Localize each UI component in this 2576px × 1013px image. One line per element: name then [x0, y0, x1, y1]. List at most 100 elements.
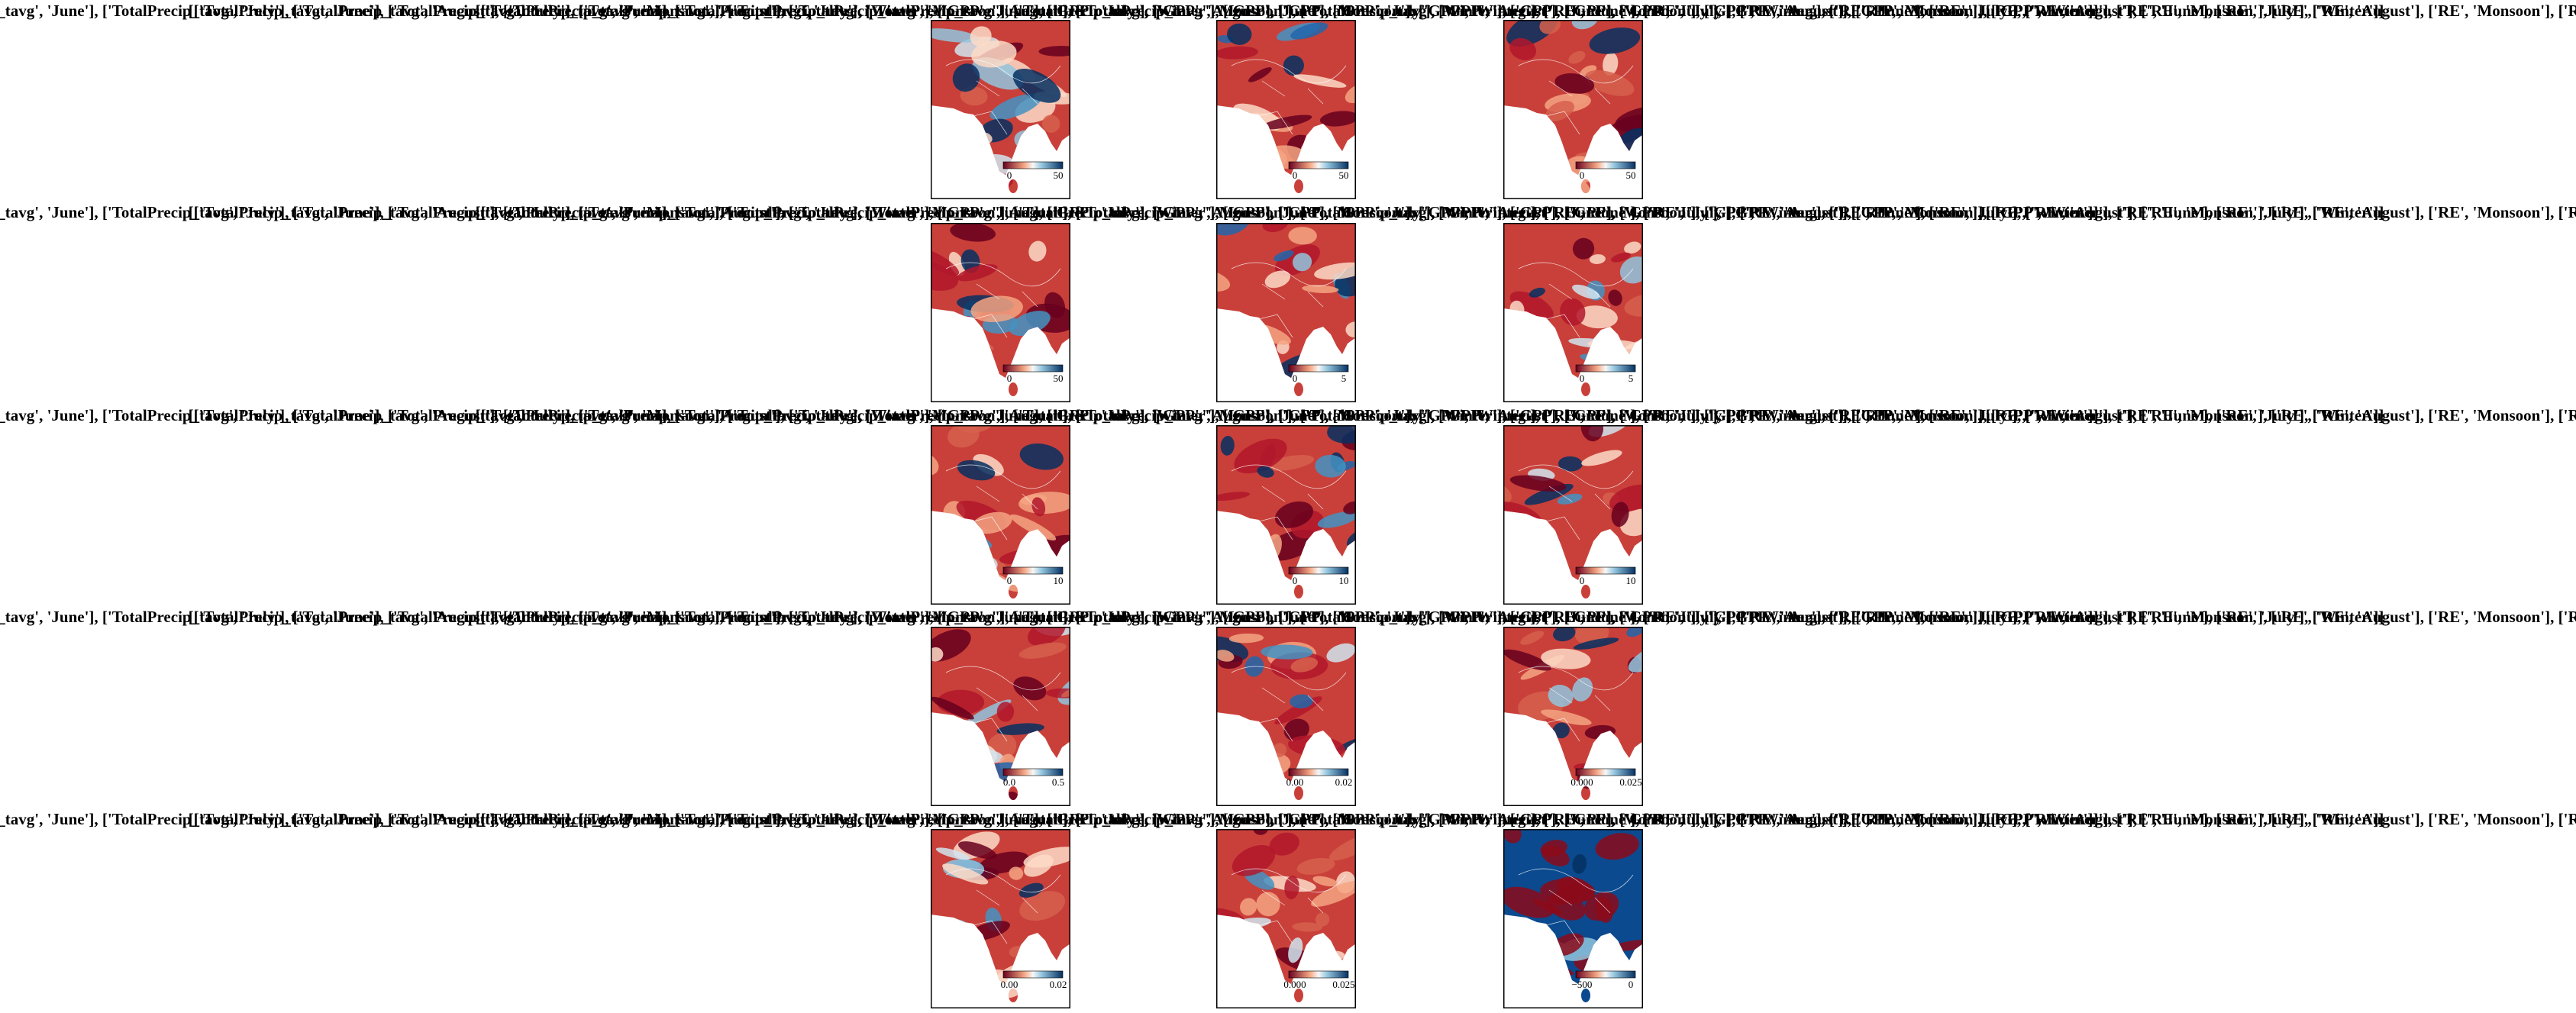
borders — [1518, 59, 1634, 135]
field-blob — [1576, 305, 1618, 329]
frame — [931, 20, 1070, 199]
field-blob — [1589, 27, 1641, 54]
field-blob — [1509, 291, 1554, 321]
field-blob — [1503, 829, 1522, 844]
field-blob — [941, 954, 990, 989]
colorbar-label: 10 — [1339, 575, 1349, 586]
field-blob — [1228, 633, 1264, 644]
field-blob — [1241, 928, 1259, 940]
field-blob — [1253, 829, 1269, 835]
frame — [931, 223, 1070, 402]
map-field — [931, 627, 1070, 800]
field-base — [1216, 223, 1356, 396]
field-blob — [1227, 23, 1252, 45]
field-blob — [1520, 631, 1545, 645]
field-blob — [931, 153, 964, 174]
field-blob — [1344, 82, 1356, 104]
field-blob — [1572, 237, 1595, 260]
colorbar — [1288, 161, 1349, 169]
field-blob — [1042, 115, 1060, 133]
field-blob — [1313, 547, 1335, 561]
field-blob — [1216, 553, 1228, 566]
field-blob — [931, 381, 951, 395]
colorbar — [1575, 768, 1636, 776]
field-blob — [1509, 475, 1567, 492]
field-blob — [1505, 529, 1525, 544]
field-blob — [1503, 928, 1535, 965]
colorbar-label: 0.000 — [1283, 979, 1306, 990]
borders — [945, 666, 1061, 742]
map-field — [931, 223, 1070, 396]
field-blob — [931, 341, 986, 363]
field-blob — [1018, 642, 1067, 659]
field-blob — [931, 696, 974, 720]
field-blob — [1027, 627, 1066, 646]
frame — [1216, 223, 1356, 402]
field-blob — [1343, 501, 1356, 515]
field-blob — [933, 963, 977, 983]
field-blob — [1611, 502, 1629, 527]
field-blob — [931, 956, 942, 985]
panel-title: [['TotalPrecip_tavg', 'June'], ['TotalPr… — [188, 608, 2384, 626]
field-blob — [1290, 22, 1328, 40]
field-blob — [1589, 254, 1606, 264]
field-blob — [1573, 637, 1619, 650]
colorbar-label: −500 — [1572, 979, 1593, 990]
colorbar-label: 0.025 — [1332, 979, 1354, 990]
panel-title: [['TotalPrecip_tavg', 'June'], ['TotalPr… — [475, 406, 2576, 424]
field-blob — [1503, 372, 1532, 396]
field-blob — [1608, 289, 1622, 306]
field-blob — [958, 841, 997, 860]
map: 0.000 0.025 — [1216, 829, 1356, 1008]
field-blob — [931, 327, 945, 355]
field-blob — [970, 295, 1023, 322]
map-field — [1216, 425, 1356, 598]
map-panel: 0 10 — [1503, 425, 1643, 605]
panel-title: [['TotalPrecip_tavg', 'June'], ['TotalPr… — [0, 608, 2099, 626]
field-blob — [1258, 376, 1272, 396]
field-blob — [1552, 722, 1570, 739]
field-blob — [1216, 540, 1246, 562]
field-blob — [953, 385, 995, 396]
field-blob — [1560, 298, 1586, 326]
map-panel: 0.000 0.025 — [1503, 627, 1643, 806]
field-blob — [1028, 240, 1047, 262]
field-blob — [931, 28, 980, 43]
field-blob — [1503, 784, 1512, 798]
map-panel: 0 50 — [931, 20, 1070, 199]
field-blob — [1315, 912, 1330, 927]
panel-title: [['TotalPrecip_tavg', 'June'], ['TotalPr… — [0, 2, 2099, 20]
borders — [945, 59, 1061, 135]
frame — [931, 627, 1070, 806]
field-blob — [1010, 514, 1057, 540]
colorbar-label: 50 — [1054, 169, 1064, 181]
field-blob — [1572, 677, 1593, 702]
field-blob — [972, 511, 1012, 534]
panel-title: [['TotalPrecip_tavg', 'June'], ['TotalPr… — [475, 2, 2576, 20]
colorbar-label: 10 — [1626, 575, 1636, 586]
map-panel: 0.000 0.025 — [1216, 829, 1356, 1008]
map-panel: 0.00 0.02 — [1216, 627, 1356, 806]
panel-title: [['TotalPrecip_tavg', 'June'], ['TotalPr… — [188, 203, 2384, 221]
colorbar — [1002, 364, 1064, 373]
field-blob — [1243, 744, 1275, 768]
field-blob — [1231, 395, 1256, 396]
map-field — [931, 425, 1070, 598]
field-blob — [1216, 395, 1257, 396]
field-blob — [1503, 886, 1555, 918]
field-blob — [1507, 553, 1553, 581]
field-blob — [1274, 501, 1314, 528]
field-blob — [1523, 541, 1548, 551]
field-blob — [1524, 951, 1557, 979]
field-blob — [1290, 694, 1313, 708]
field-blob — [1216, 650, 1235, 662]
borders — [1231, 59, 1347, 135]
field-blob — [1302, 285, 1339, 293]
field-blob — [959, 315, 973, 335]
field-blob — [1023, 847, 1070, 868]
borders — [1231, 262, 1347, 338]
map-panel: 0 10 — [931, 425, 1070, 605]
field-blob — [1624, 241, 1641, 254]
